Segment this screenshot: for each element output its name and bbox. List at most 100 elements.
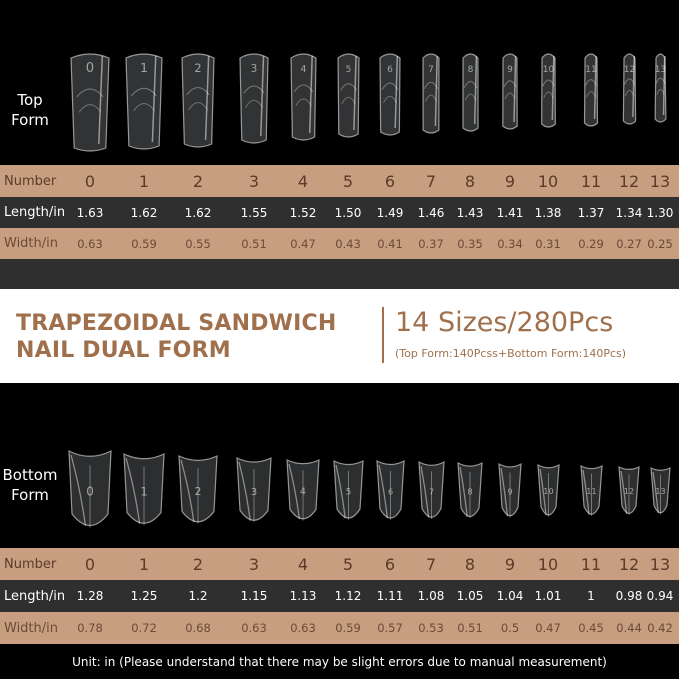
top-form-label: Top Form: [0, 90, 60, 130]
top-length-cell-6: 1.49: [376, 205, 404, 220]
top-number-cell-12: 12: [618, 171, 640, 191]
top-nail-13: 13: [653, 50, 668, 125]
bottom-length-cell-12: 0.98: [615, 589, 643, 603]
bottom-nail-12: 12: [617, 461, 641, 521]
bottom-nail-6: 6: [375, 455, 406, 527]
bottom-length-cells: 1.28 1.25 1.2 1.15 1.13 1.12 1.11 1.08 1.05 1.04 1…: [62, 580, 679, 612]
top-form-label-line2: Form: [11, 111, 49, 129]
top-width-cell-13: 0.25: [647, 236, 673, 251]
bottom-number-cell-2: 2: [192, 554, 204, 574]
svg-text:7: 7: [428, 488, 433, 497]
measurement-note: Unit: in (Please understand that there m…: [0, 644, 679, 679]
bottom-length-cell-6: 1.11: [376, 589, 404, 603]
top-nail-4: 4: [288, 50, 319, 143]
top-length-cell-9: 1.41: [496, 205, 524, 220]
svg-text:6: 6: [387, 65, 393, 75]
bottom-length-cell-2: 1.2: [188, 589, 208, 603]
top-length-cell-5: 1.50: [334, 205, 362, 220]
svg-text:9: 9: [507, 65, 513, 75]
bottom-length-cell-10: 1.01: [534, 589, 562, 603]
bottom-length-cell-8: 1.05: [456, 589, 484, 603]
top-form-label-line1: Top: [17, 91, 43, 109]
svg-text:2: 2: [194, 61, 201, 75]
top-number-row-label: Number: [4, 173, 57, 189]
svg-text:7: 7: [428, 65, 434, 75]
bottom-length-cell-4: 1.13: [289, 589, 317, 603]
top-spacer-band: [0, 259, 679, 289]
top-width-cell-9: 0.34: [497, 236, 523, 251]
top-length-cell-2: 1.62: [184, 205, 212, 220]
top-width-cell-7: 0.37: [418, 236, 444, 251]
top-length-cells: 1.63 1.62 1.62 1.55 1.52 1.50 1.49 1.46 1.43 1.41…: [62, 197, 679, 228]
top-length-cell-8: 1.43: [456, 205, 484, 220]
top-number-cell-4: 4: [297, 171, 309, 191]
top-length-cell-3: 1.55: [240, 205, 268, 220]
svg-text:0: 0: [86, 485, 94, 499]
svg-text:3: 3: [251, 487, 257, 498]
bottom-number-cell-9: 9: [504, 554, 516, 574]
bottom-number-cells: 0 1 2 3 4 5 6 7 8 9 10 11 12 13: [62, 548, 679, 580]
bottom-width-cells: 0.78 0.72 0.68 0.63 0.63 0.59 0.57 0.53 0.51 0.5 0…: [62, 612, 679, 644]
bottom-number-cell-3: 3: [248, 554, 260, 574]
top-width-row-label: Width/in: [4, 236, 58, 251]
top-nail-5: 5: [335, 50, 362, 140]
bottom-nail-8: 8: [456, 457, 484, 525]
top-number-cell-10: 10: [537, 171, 559, 191]
product-banner: TRAPEZOIDAL SANDWICH NAIL DUAL FORM 14 S…: [0, 289, 679, 383]
bottom-length-cell-5: 1.12: [334, 589, 362, 603]
top-width-cell-12: 0.27: [616, 236, 642, 251]
bottom-width-cell-3: 0.63: [241, 621, 267, 635]
top-width-cell-0: 0.63: [77, 236, 103, 251]
bottom-nail-0: 0: [67, 445, 113, 537]
bottom-number-cell-13: 13: [649, 554, 671, 574]
top-width-cell-6: 0.41: [377, 236, 403, 251]
top-width-cell-5: 0.43: [335, 236, 361, 251]
top-nail-7: 7: [420, 50, 442, 136]
bottom-length-cell-7: 1.08: [417, 589, 445, 603]
top-length-cell-1: 1.62: [130, 205, 158, 220]
bottom-number-cell-10: 10: [537, 554, 559, 574]
top-number-cell-9: 9: [504, 171, 516, 191]
banner-title: TRAPEZOIDAL SANDWICH NAIL DUAL FORM: [16, 310, 376, 364]
bottom-number-cell-0: 0: [84, 554, 96, 574]
top-number-cell-0: 0: [84, 171, 96, 191]
top-nail-3: 3: [237, 50, 271, 146]
bottom-nail-7: 7: [417, 456, 446, 526]
bottom-number-cell-12: 12: [618, 554, 640, 574]
svg-text:10: 10: [543, 487, 553, 496]
top-number-cell-2: 2: [192, 171, 204, 191]
top-number-cell-8: 8: [464, 171, 476, 191]
bottom-width-cell-9: 0.5: [500, 621, 520, 635]
top-nail-11: 11: [582, 50, 600, 129]
banner-divider: [382, 307, 384, 363]
bottom-number-cell-4: 4: [297, 554, 309, 574]
bottom-length-cell-3: 1.15: [240, 589, 268, 603]
bottom-length-cell-9: 1.04: [496, 589, 524, 603]
top-length-cell-4: 1.52: [289, 205, 317, 220]
top-number-cells: 0 1 2 3 4 5 6 7 8 9 10 11 12 13: [62, 165, 679, 197]
bottom-length-row: Length/in 1.28 1.25 1.2 1.15 1.13 1.12 1.11 1.0…: [0, 580, 679, 612]
bottom-width-cell-4: 0.63: [290, 621, 316, 635]
bottom-number-row-label: Number: [4, 556, 57, 572]
bottom-length-cell-13: 0.94: [646, 589, 674, 603]
top-width-cell-1: 0.59: [131, 236, 157, 251]
top-length-cell-13: 1.30: [646, 205, 674, 220]
top-nail-9: 9: [500, 50, 520, 132]
bottom-width-cell-6: 0.57: [377, 621, 403, 635]
svg-text:10: 10: [542, 65, 554, 75]
bottom-length-cell-11: 1: [587, 589, 595, 603]
bottom-length-cell-0: 1.28: [76, 589, 104, 603]
svg-text:5: 5: [345, 488, 350, 498]
bottom-form-label: Bottom Form: [0, 465, 60, 505]
top-nail-1: 1: [123, 50, 165, 152]
bottom-width-cell-13: 0.42: [647, 621, 673, 635]
bottom-number-cell-11: 11: [580, 554, 602, 574]
banner-title-line2: NAIL DUAL FORM: [16, 338, 231, 363]
top-nail-6: 6: [377, 50, 403, 138]
bottom-length-row-label: Length/in: [4, 588, 66, 604]
top-length-cell-7: 1.46: [417, 205, 445, 220]
svg-text:12: 12: [623, 65, 634, 75]
top-length-row-label: Length/in: [4, 205, 66, 220]
top-number-cell-11: 11: [580, 171, 602, 191]
top-number-cell-5: 5: [342, 171, 354, 191]
